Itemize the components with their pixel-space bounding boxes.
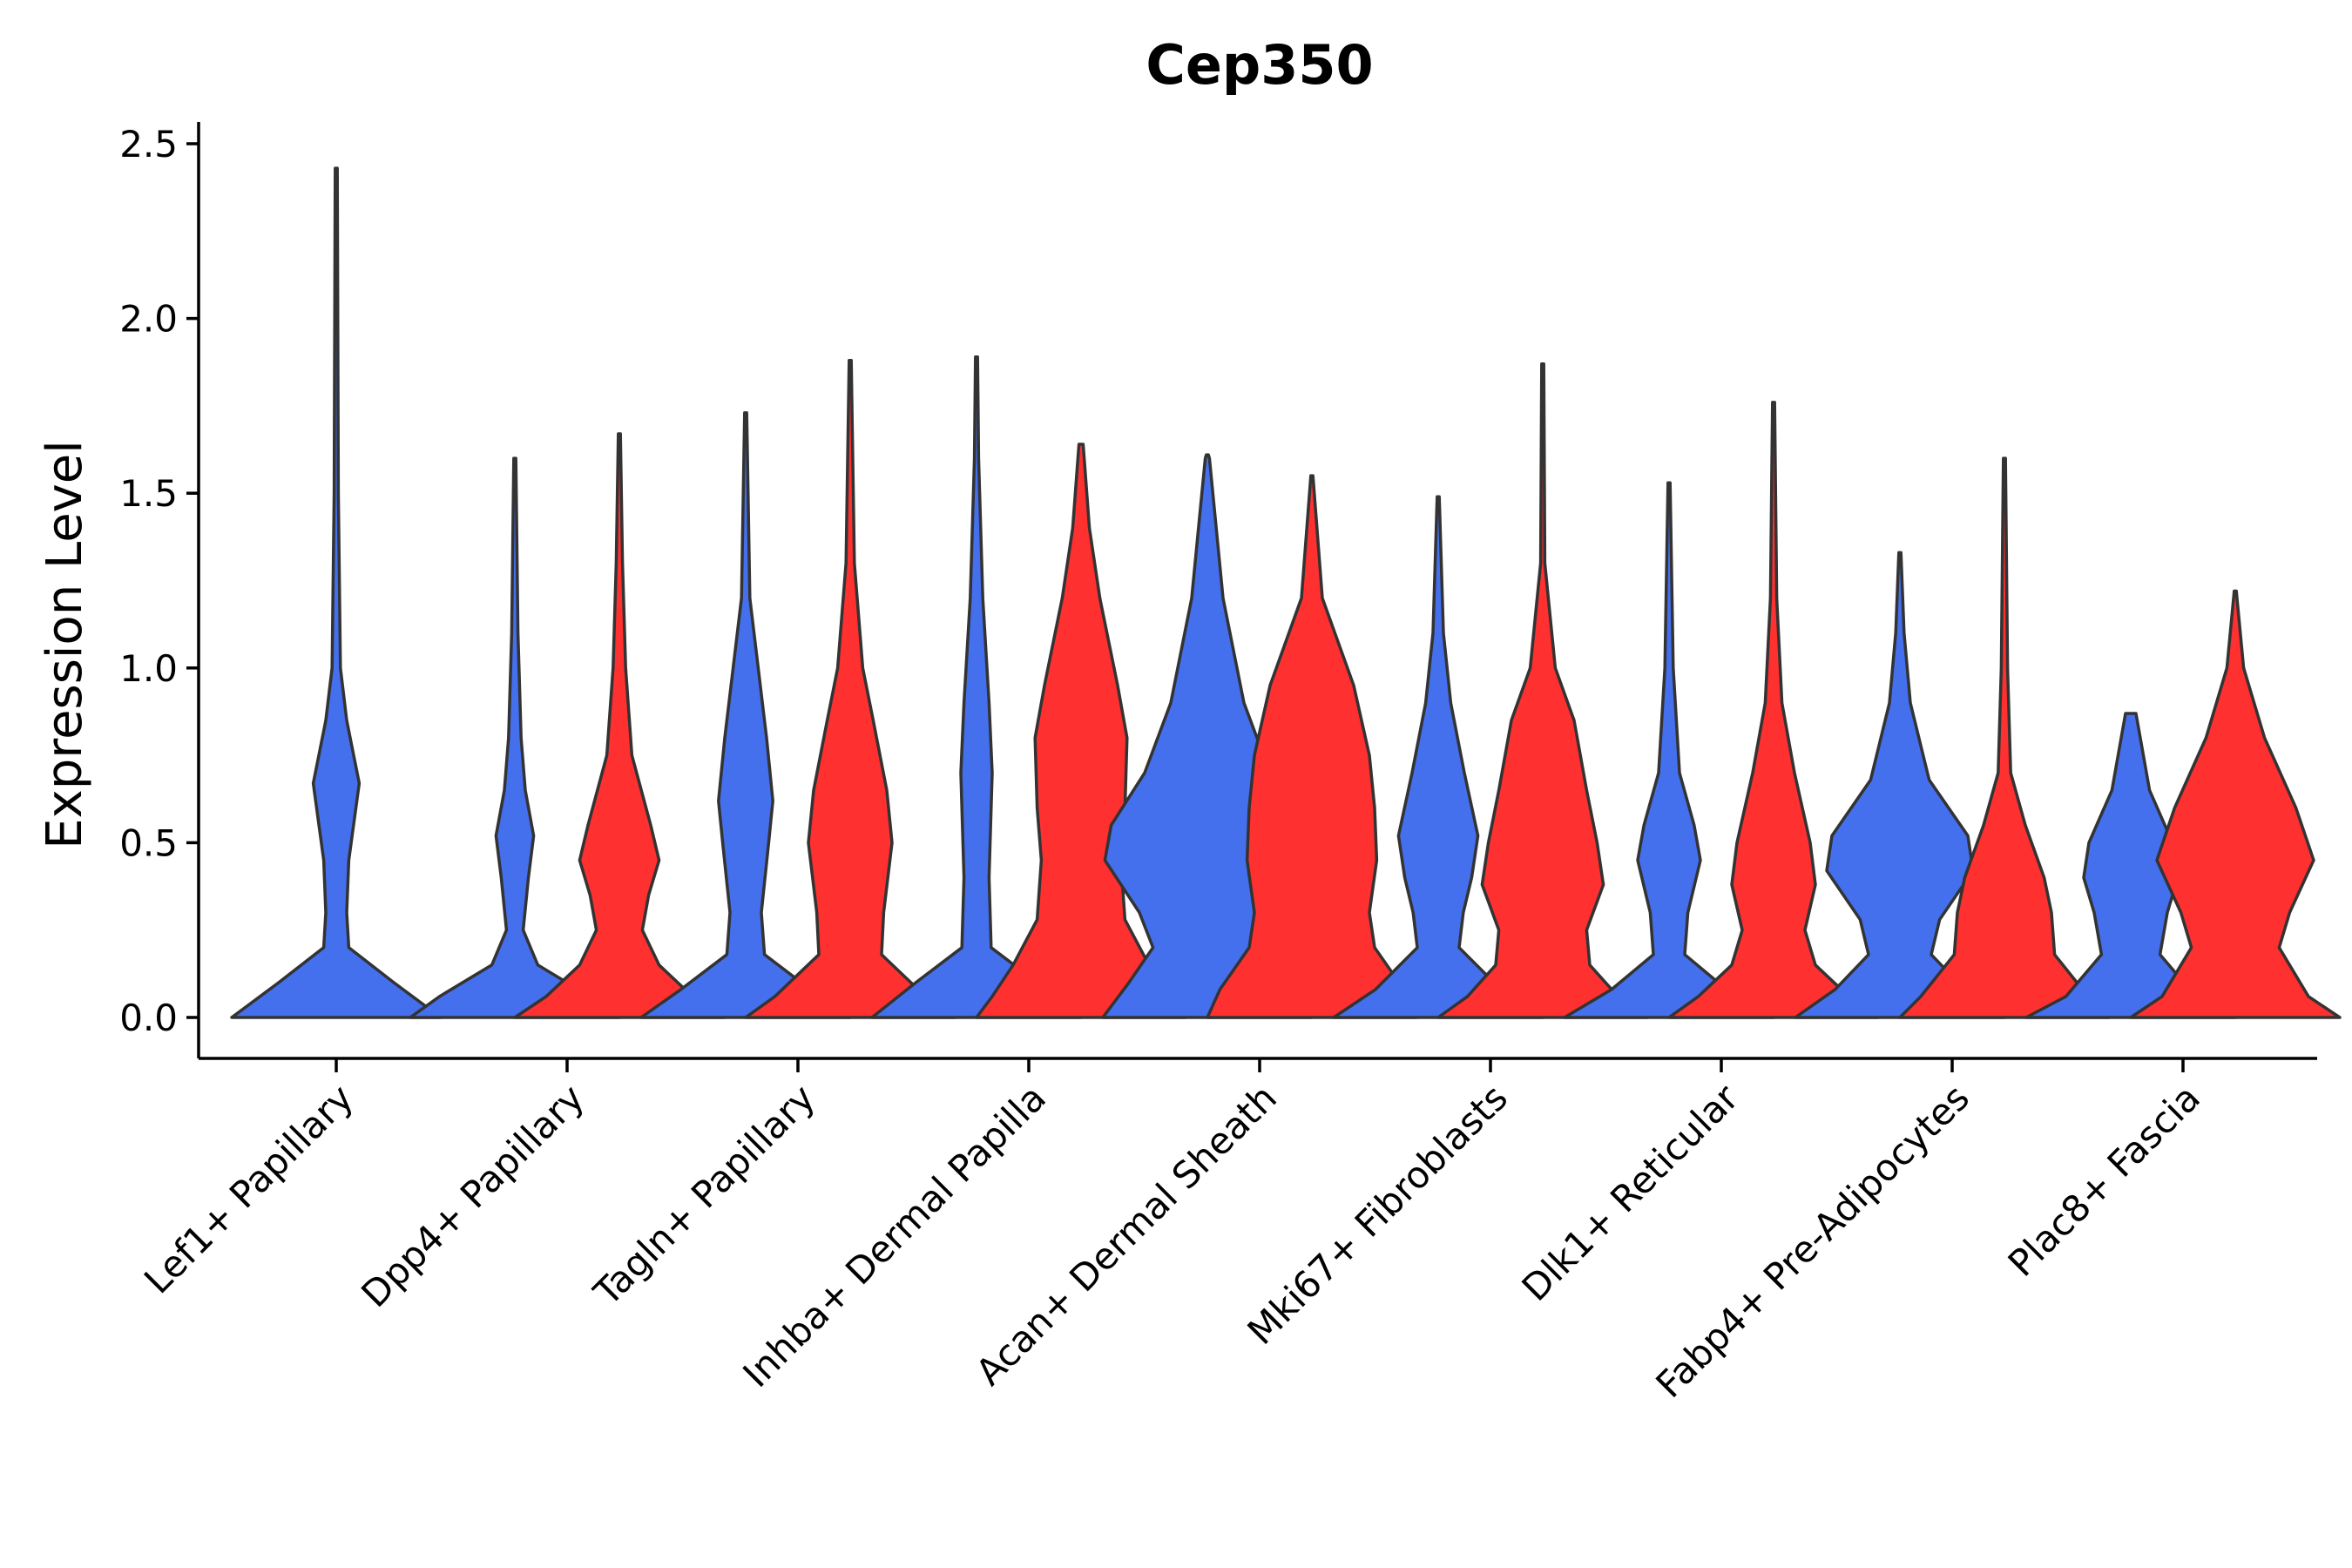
violin-plac8-fascia-blue — [2024, 712, 2237, 1019]
violin-dpp4-papillary-red — [513, 432, 726, 1019]
violin-dlk1-reticular-red — [1667, 401, 1880, 1019]
y-tick-label: 1.0 — [119, 647, 178, 690]
violin-mki67-fibroblasts-blue — [1332, 495, 1544, 1019]
x-tick-label: Plac8+ Fascia — [2000, 1076, 2208, 1284]
violin-dlk1-reticular-blue — [1563, 481, 1775, 1019]
violin-lef1-papillary-blue — [230, 166, 443, 1019]
x-tick-label: Lef1+ Papillary — [136, 1076, 362, 1301]
x-tick-label: Dlk1+ Reticular — [1514, 1076, 1747, 1309]
x-tick-label: Tagln+ Papillary — [585, 1076, 823, 1314]
chart-title: Cep350 — [1146, 33, 1373, 97]
violin-fabp4-pre-adipocytes-blue — [1794, 551, 2006, 1019]
violin-inhba-dermal-papilla-blue — [870, 355, 1083, 1019]
violin-dpp4-papillary-blue — [409, 456, 621, 1019]
y-tick-label: 2.0 — [119, 298, 178, 341]
violin-fabp4-pre-adipocytes-red — [1898, 456, 2111, 1019]
violin-acan-dermal-sheath-red — [1206, 474, 1418, 1019]
violin-tagln-papillary-red — [744, 358, 956, 1019]
violin-mki67-fibroblasts-red — [1436, 362, 1649, 1019]
x-tick-label: Mki67+ Fibroblasts — [1240, 1076, 1516, 1352]
y-tick-label: 0.5 — [119, 821, 178, 864]
violin-tagln-papillary-blue — [639, 411, 852, 1019]
y-tick-label: 0.0 — [119, 997, 178, 1039]
y-tick-label: 1.5 — [119, 472, 178, 515]
violins-layer — [230, 166, 2342, 1019]
y-axis: 0.0 0.5 1.0 1.5 2.0 2.5 — [119, 122, 200, 1058]
y-tick-label: 2.5 — [119, 123, 178, 166]
y-axis-label: Expression Level — [37, 440, 93, 849]
violin-plac8-fascia-red — [2129, 589, 2342, 1019]
x-tick-label: Dpp4+ Papillary — [353, 1076, 592, 1315]
